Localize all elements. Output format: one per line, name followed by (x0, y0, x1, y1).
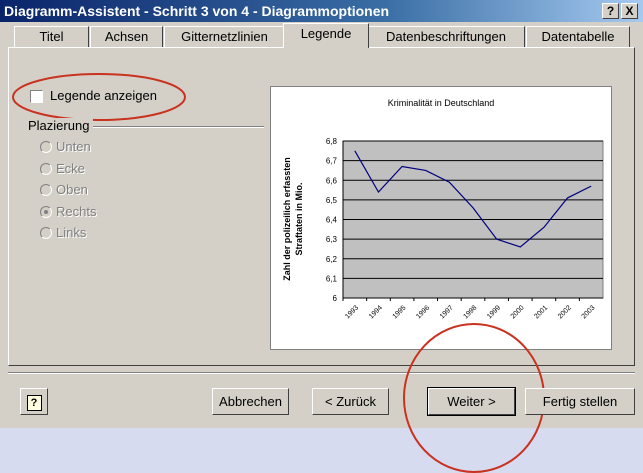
tab[interactable]: Gitternetzlinien (164, 26, 285, 47)
button[interactable]: Fertig stellen (525, 388, 635, 415)
help-button[interactable]: ? (602, 3, 619, 19)
help-icon-button[interactable]: ? (20, 388, 48, 415)
radio-button[interactable] (40, 162, 52, 175)
button[interactable]: < Zurück (312, 388, 389, 415)
annotation-ellipse (12, 73, 186, 121)
separator (8, 372, 635, 374)
y-tick-label: 6,5 (326, 196, 338, 205)
group-line (28, 126, 264, 128)
x-tick-label: 1994 (368, 304, 384, 320)
tab[interactable]: Achsen (90, 26, 163, 47)
x-tick-label: 1995 (392, 304, 408, 320)
title-bar: Diagramm-Assistent - Schritt 3 von 4 - D… (0, 0, 643, 22)
background-strip (0, 428, 643, 473)
radio-label[interactable]: Rechts (56, 203, 97, 219)
x-tick-label: 1998 (462, 304, 478, 320)
radio-button[interactable] (40, 227, 52, 239)
y-axis-label: Straftaten in Mio. (294, 182, 304, 255)
group-label: Plazierung (28, 118, 94, 133)
tab[interactable]: Datentabelle (526, 26, 630, 47)
x-tick-label: 1999 (486, 304, 502, 320)
radio-button[interactable] (40, 205, 52, 218)
tab[interactable]: Titel (14, 26, 89, 47)
y-tick-label: 6,8 (326, 137, 338, 146)
x-tick-label: 2002 (557, 304, 573, 320)
checkbox[interactable] (30, 90, 43, 103)
x-tick-label: 1993 (344, 304, 360, 320)
y-tick-label: 6 (333, 294, 338, 303)
y-tick-label: 6,6 (326, 176, 338, 185)
y-tick-label: 6,3 (326, 235, 338, 244)
x-tick-label: 2000 (510, 304, 526, 320)
x-tick-label: 2003 (581, 304, 597, 320)
radio-button[interactable] (40, 141, 52, 153)
y-tick-label: 6,2 (326, 255, 338, 264)
y-axis-label: Zahl der polizeilich erfassten (282, 157, 292, 281)
checkbox-label[interactable]: Legende anzeigen (50, 88, 157, 103)
y-tick-label: 6,1 (326, 274, 338, 283)
close-button[interactable]: X (621, 3, 638, 19)
chart-title: Kriminalität in Deutschland (388, 98, 495, 108)
data-line (354, 150, 592, 248)
x-tick-label: 1997 (439, 304, 455, 320)
button[interactable]: Weiter > (427, 387, 516, 416)
radio-label[interactable]: Ecke (56, 160, 85, 176)
y-tick-label: 6,7 (326, 157, 338, 166)
tab[interactable]: Datenbeschriftungen (367, 26, 525, 47)
y-tick-label: 6,4 (326, 216, 338, 225)
tab[interactable]: Legende (283, 23, 369, 48)
radio-button[interactable] (40, 184, 52, 196)
x-tick-label: 1996 (415, 304, 431, 320)
window-title: Diagramm-Assistent - Schritt 3 von 4 - D… (4, 3, 390, 19)
help-icon: ? (26, 395, 42, 411)
radio-label[interactable]: Links (56, 225, 87, 240)
x-tick-label: 2001 (533, 304, 549, 320)
button[interactable]: Abbrechen (212, 388, 289, 415)
radio-label[interactable]: Oben (56, 182, 88, 197)
radio-label[interactable]: Unten (56, 139, 91, 154)
